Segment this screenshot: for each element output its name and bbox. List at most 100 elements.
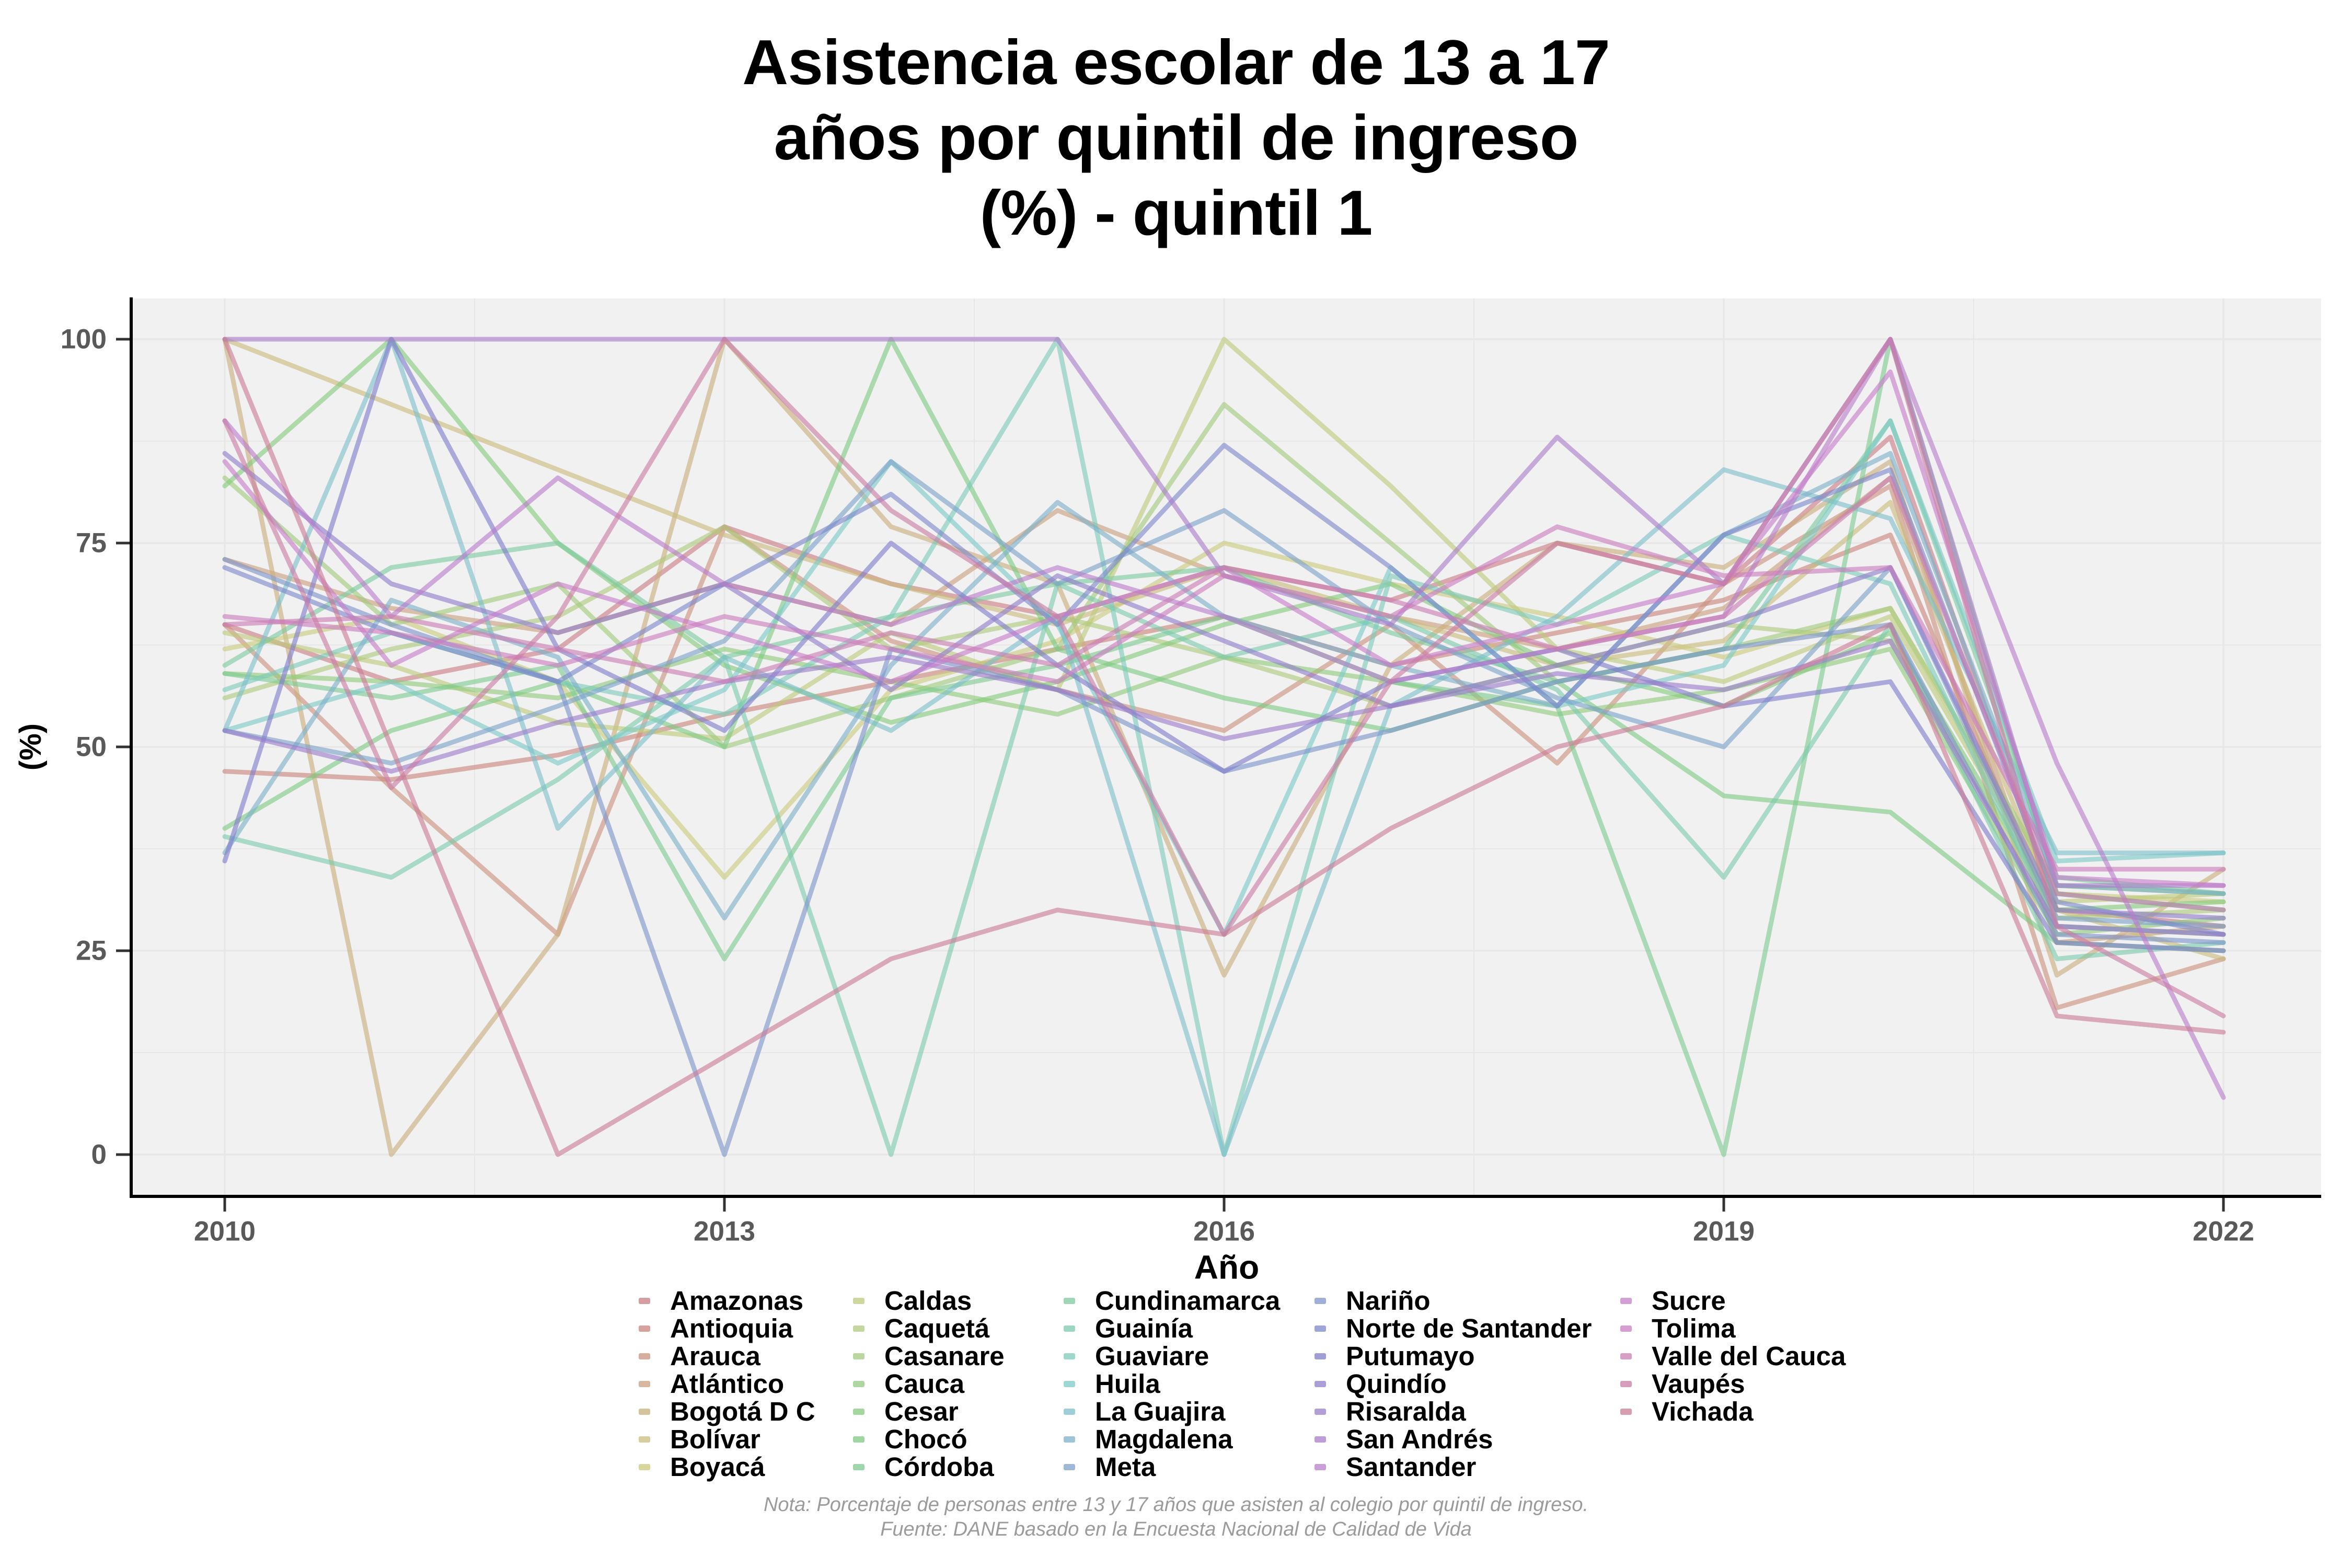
- legend-label: Tolima: [1652, 1313, 1736, 1343]
- legend-label: Cesar: [884, 1397, 959, 1426]
- legend-swatch: [1315, 1436, 1326, 1443]
- series-line-La Guajira: [222, 337, 2226, 1157]
- legend-swatch: [639, 1325, 650, 1332]
- legend-label: Casanare: [884, 1341, 1005, 1371]
- legend-item-Norte de Santander: Norte de Santander: [1315, 1315, 1592, 1342]
- legend-item-Casanare: Casanare: [853, 1342, 1005, 1370]
- series-line-Norte de Santander: [222, 443, 2226, 937]
- legend-item-Quindío: Quindío: [1315, 1370, 1592, 1398]
- legend-item-Caquetá: Caquetá: [853, 1315, 1005, 1342]
- legend-label: San Andrés: [1346, 1424, 1493, 1454]
- series-lines: [222, 337, 2226, 1157]
- legend-label: Chocó: [884, 1424, 967, 1454]
- legend-column: Sucre Tolima Valle del Cauca Vaupés Vichada: [1620, 1287, 1846, 1425]
- legend-item-Bogotá D C: Bogotá D C: [639, 1398, 815, 1425]
- legend-swatch: [853, 1325, 864, 1332]
- y-tick-label: 50: [76, 732, 107, 763]
- y-tick-label: 100: [61, 324, 107, 355]
- legend-item-Córdoba: Córdoba: [853, 1453, 1005, 1481]
- x-tick-label: 2016: [1193, 1216, 1255, 1247]
- legend-item-Boyacá: Boyacá: [639, 1453, 815, 1481]
- legend-label: Bolívar: [670, 1424, 760, 1454]
- legend-swatch: [1064, 1325, 1075, 1332]
- legend-swatch: [1064, 1436, 1075, 1443]
- legend-label: Atlántico: [670, 1369, 785, 1399]
- legend-label: Sucre: [1652, 1286, 1726, 1316]
- legend-swatch: [853, 1353, 864, 1359]
- legend-column: Amazonas Antioquia Arauca Atlántico Bogotá D…: [639, 1287, 815, 1481]
- legend-item-Atlántico: Atlántico: [639, 1370, 815, 1398]
- legend-label: Caldas: [884, 1286, 972, 1316]
- legend-item-Cauca: Cauca: [853, 1370, 1005, 1398]
- legend-swatch: [1315, 1297, 1326, 1304]
- legend-item-Nariño: Nariño: [1315, 1287, 1592, 1315]
- legend-label: Magdalena: [1095, 1424, 1233, 1454]
- legend-swatch: [853, 1380, 864, 1387]
- caption-note: Nota: Porcentaje de personas entre 13 y …: [763, 1494, 1589, 1516]
- legend-label: Meta: [1095, 1452, 1156, 1482]
- x-axis-label: Año: [1194, 1248, 1259, 1286]
- legend-swatch: [853, 1297, 864, 1304]
- legend-swatch: [1064, 1408, 1075, 1415]
- legend-item-Magdalena: Magdalena: [1064, 1425, 1280, 1453]
- x-tick-label: 2022: [2193, 1216, 2254, 1247]
- legend-swatch: [853, 1436, 864, 1443]
- legend-item-La Guajira: La Guajira: [1064, 1398, 1280, 1425]
- caption-source: Fuente: DANE basado en la Encuesta Nacio…: [880, 1518, 1472, 1540]
- legend-label: Boyacá: [670, 1452, 765, 1482]
- legend-item-Cesar: Cesar: [853, 1398, 1005, 1425]
- series-line-Risaralda: [222, 638, 2226, 937]
- legend-swatch: [1315, 1353, 1326, 1359]
- legend-swatch: [1620, 1325, 1632, 1332]
- legend-swatch: [1620, 1408, 1632, 1415]
- axis-ticks: [116, 338, 2225, 1212]
- legend-label: Putumayo: [1346, 1341, 1475, 1371]
- legend-swatch: [1064, 1297, 1075, 1304]
- legend-item-Valle del Cauca: Valle del Cauca: [1620, 1342, 1846, 1370]
- legend-item-Guaviare: Guaviare: [1064, 1342, 1280, 1370]
- legend-label: Cauca: [884, 1369, 965, 1399]
- legend-swatch: [853, 1408, 864, 1415]
- legend-item-Guainía: Guainía: [1064, 1315, 1280, 1342]
- legend-label: Cundinamarca: [1095, 1286, 1281, 1316]
- legend-label: Arauca: [670, 1341, 760, 1371]
- legend-item-Risaralda: Risaralda: [1315, 1398, 1592, 1425]
- y-tick-label: 0: [91, 1139, 107, 1170]
- caption: Nota: Porcentaje de personas entre 13 y …: [0, 1493, 2352, 1542]
- legend-swatch: [853, 1463, 864, 1470]
- legend-swatch: [639, 1380, 650, 1387]
- legend-swatch: [639, 1463, 650, 1470]
- legend-item-Vaupés: Vaupés: [1620, 1370, 1846, 1398]
- legend-item-Bolívar: Bolívar: [639, 1425, 815, 1453]
- series-line-Tolima: [222, 524, 2226, 872]
- legend-swatch: [639, 1436, 650, 1443]
- y-axis-label: (%): [14, 723, 48, 770]
- legend-item-Chocó: Chocó: [853, 1425, 1005, 1453]
- legend-label: Córdoba: [884, 1452, 994, 1482]
- x-tick-label: 2013: [694, 1216, 755, 1247]
- legend-swatch: [1064, 1380, 1075, 1387]
- legend-swatch: [1620, 1297, 1632, 1304]
- legend-swatch: [1064, 1353, 1075, 1359]
- legend-item-Antioquia: Antioquia: [639, 1315, 815, 1342]
- legend-swatch: [1315, 1325, 1326, 1332]
- legend-label: Guainía: [1095, 1313, 1193, 1343]
- x-tick-label: 2019: [1693, 1216, 1755, 1247]
- legend-label: Huila: [1095, 1369, 1160, 1399]
- legend-swatch: [1064, 1463, 1075, 1470]
- y-tick-label: 25: [76, 936, 107, 966]
- legend-label: Vaupés: [1652, 1369, 1745, 1399]
- legend-label: Bogotá D C: [670, 1397, 815, 1426]
- legend-item-Arauca: Arauca: [639, 1342, 815, 1370]
- legend-item-Santander: Santander: [1315, 1453, 1592, 1481]
- legend-item-Caldas: Caldas: [853, 1287, 1005, 1315]
- legend-label: Norte de Santander: [1346, 1313, 1592, 1343]
- legend-label: Antioquia: [670, 1313, 793, 1343]
- legend-column: Cundinamarca Guainía Guaviare Huila La Guaji…: [1064, 1287, 1280, 1481]
- legend-label: Caquetá: [884, 1313, 990, 1343]
- legend-label: Vichada: [1652, 1397, 1754, 1426]
- legend-label: La Guajira: [1095, 1397, 1226, 1426]
- legend-item-Putumayo: Putumayo: [1315, 1342, 1592, 1370]
- legend-swatch: [1315, 1463, 1326, 1470]
